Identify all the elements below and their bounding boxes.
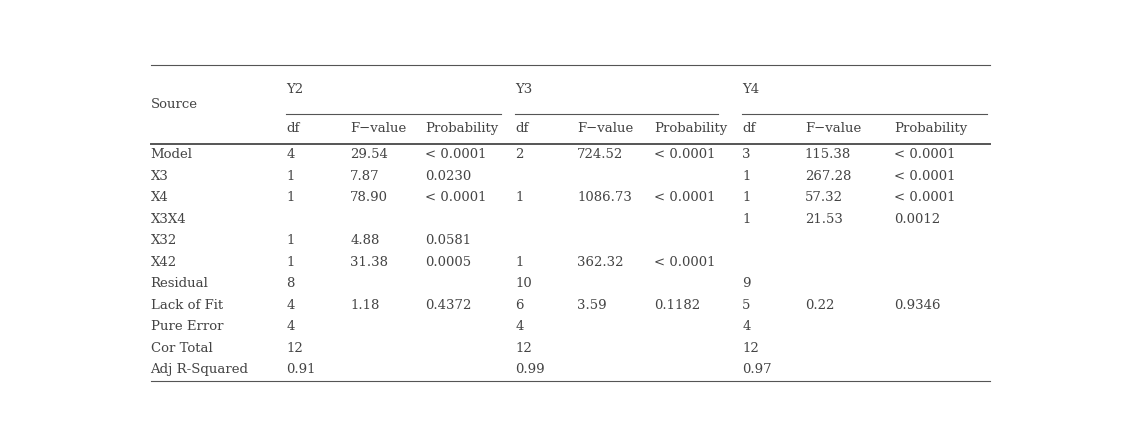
- Text: 12: 12: [516, 342, 532, 355]
- Text: 5: 5: [742, 299, 751, 312]
- Text: Probability: Probability: [425, 122, 499, 135]
- Text: 0.0581: 0.0581: [425, 234, 471, 247]
- Text: < 0.0001: < 0.0001: [425, 148, 487, 161]
- Text: 4: 4: [286, 299, 295, 312]
- Text: 21.53: 21.53: [805, 213, 843, 226]
- Text: Lack of Fit: Lack of Fit: [150, 299, 223, 312]
- Text: < 0.0001: < 0.0001: [655, 256, 716, 269]
- Text: Model: Model: [150, 148, 193, 161]
- Text: 9: 9: [742, 277, 751, 290]
- Text: 31.38: 31.38: [351, 256, 388, 269]
- Text: 1: 1: [742, 191, 751, 204]
- Text: 0.99: 0.99: [516, 363, 545, 376]
- Text: df: df: [742, 122, 756, 135]
- Text: X4: X4: [150, 191, 168, 204]
- Text: 4: 4: [516, 320, 524, 333]
- Text: 7.87: 7.87: [351, 169, 380, 183]
- Text: 0.22: 0.22: [805, 299, 834, 312]
- Text: Adj R-Squared: Adj R-Squared: [150, 363, 249, 376]
- Text: 1086.73: 1086.73: [577, 191, 632, 204]
- Text: 362.32: 362.32: [577, 256, 623, 269]
- Text: 0.0005: 0.0005: [425, 256, 471, 269]
- Text: X3: X3: [150, 169, 168, 183]
- Text: Probability: Probability: [655, 122, 728, 135]
- Text: 0.9346: 0.9346: [895, 299, 941, 312]
- Text: F−value: F−value: [805, 122, 861, 135]
- Text: 1: 1: [516, 256, 524, 269]
- Text: 4: 4: [286, 148, 295, 161]
- Text: 78.90: 78.90: [351, 191, 388, 204]
- Text: 0.0230: 0.0230: [425, 169, 471, 183]
- Text: < 0.0001: < 0.0001: [655, 148, 716, 161]
- Text: Source: Source: [150, 98, 197, 111]
- Text: 1.18: 1.18: [351, 299, 380, 312]
- Text: 0.4372: 0.4372: [425, 299, 472, 312]
- Text: 0.91: 0.91: [286, 363, 316, 376]
- Text: 1: 1: [516, 191, 524, 204]
- Text: df: df: [286, 122, 299, 135]
- Text: 1: 1: [286, 191, 295, 204]
- Text: df: df: [516, 122, 529, 135]
- Text: < 0.0001: < 0.0001: [895, 191, 956, 204]
- Text: 1: 1: [286, 234, 295, 247]
- Text: 3.59: 3.59: [577, 299, 606, 312]
- Text: 0.0012: 0.0012: [895, 213, 941, 226]
- Text: 8: 8: [286, 277, 295, 290]
- Text: Y2: Y2: [286, 83, 303, 96]
- Text: < 0.0001: < 0.0001: [895, 148, 956, 161]
- Text: X32: X32: [150, 234, 177, 247]
- Text: 6: 6: [516, 299, 524, 312]
- Text: Y4: Y4: [742, 83, 759, 96]
- Text: 267.28: 267.28: [805, 169, 851, 183]
- Text: 4: 4: [286, 320, 295, 333]
- Text: 3: 3: [742, 148, 751, 161]
- Text: Cor Total: Cor Total: [150, 342, 212, 355]
- Text: 0.97: 0.97: [742, 363, 772, 376]
- Text: 29.54: 29.54: [351, 148, 388, 161]
- Text: 1: 1: [742, 169, 751, 183]
- Text: 1: 1: [742, 213, 751, 226]
- Text: 4.88: 4.88: [351, 234, 380, 247]
- Text: 0.1182: 0.1182: [655, 299, 701, 312]
- Text: 12: 12: [286, 342, 303, 355]
- Text: X42: X42: [150, 256, 177, 269]
- Text: X3X4: X3X4: [150, 213, 186, 226]
- Text: < 0.0001: < 0.0001: [425, 191, 487, 204]
- Text: F−value: F−value: [577, 122, 633, 135]
- Text: 12: 12: [742, 342, 759, 355]
- Text: Y3: Y3: [516, 83, 532, 96]
- Text: Residual: Residual: [150, 277, 209, 290]
- Text: Pure Error: Pure Error: [150, 320, 223, 333]
- Text: 10: 10: [516, 277, 532, 290]
- Text: < 0.0001: < 0.0001: [655, 191, 716, 204]
- Text: 57.32: 57.32: [805, 191, 843, 204]
- Text: 1: 1: [286, 169, 295, 183]
- Text: Probability: Probability: [895, 122, 967, 135]
- Text: < 0.0001: < 0.0001: [895, 169, 956, 183]
- Text: 724.52: 724.52: [577, 148, 623, 161]
- Text: 2: 2: [516, 148, 524, 161]
- Text: 4: 4: [742, 320, 751, 333]
- Text: 1: 1: [286, 256, 295, 269]
- Text: 115.38: 115.38: [805, 148, 851, 161]
- Text: F−value: F−value: [351, 122, 407, 135]
